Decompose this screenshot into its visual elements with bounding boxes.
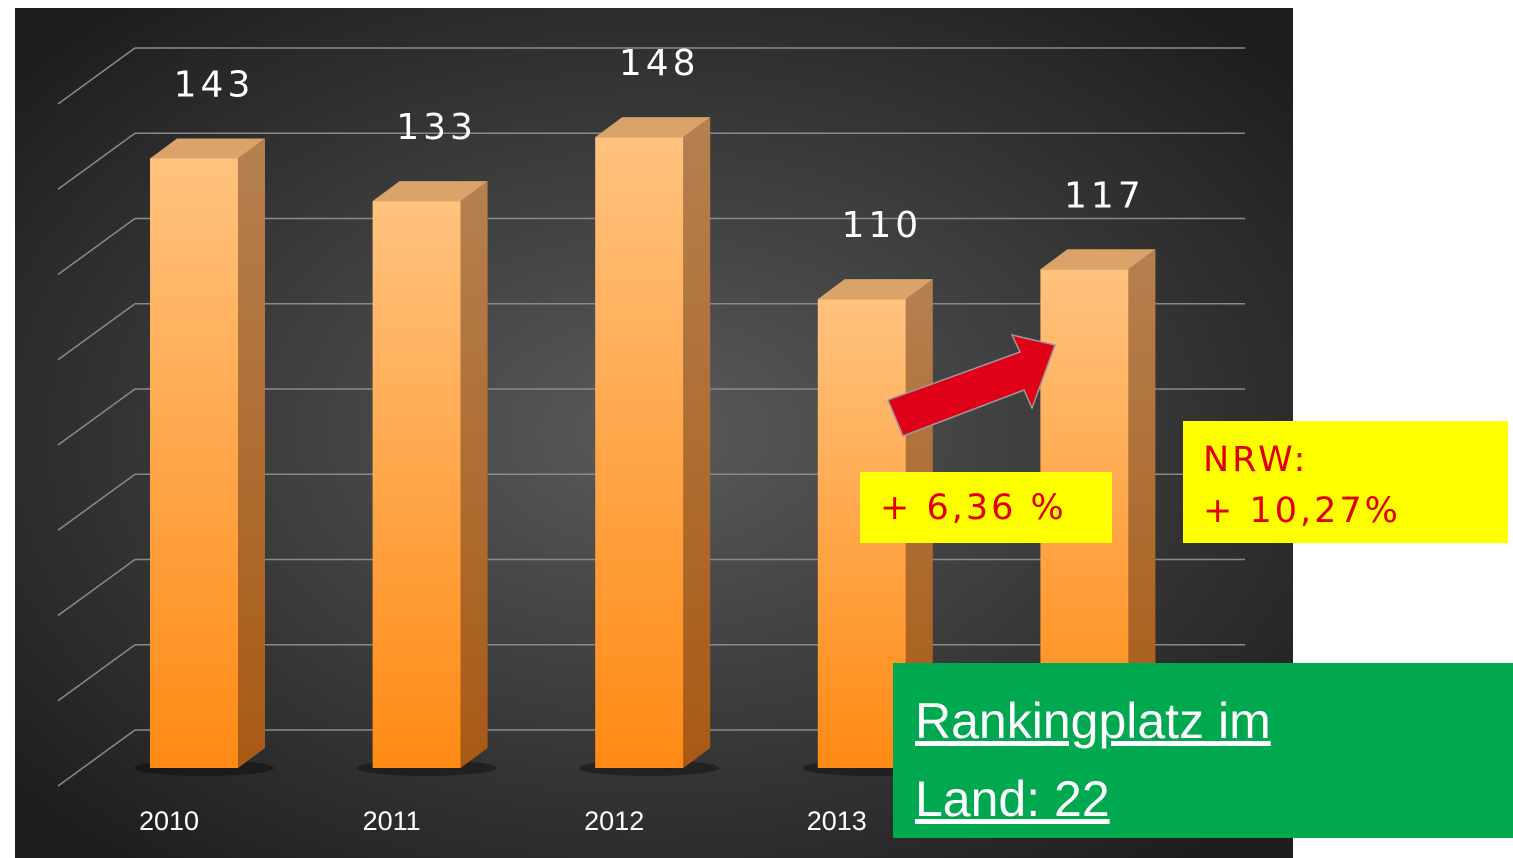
- bar-top: [595, 117, 711, 138]
- nrw-label: NRW:: [1203, 440, 1309, 480]
- arrow: [887, 333, 1056, 437]
- grid-diagonal: [57, 644, 136, 702]
- x-tick-label: 2012: [584, 806, 644, 836]
- bar-front: [595, 137, 684, 768]
- value-label: 110: [841, 205, 922, 246]
- change-box: + 6,36 %: [860, 472, 1112, 543]
- change-label: + 6,36 %: [880, 488, 1067, 528]
- value-label: 133: [396, 107, 477, 148]
- bar-top: [150, 138, 265, 159]
- value-label: 117: [1064, 175, 1145, 216]
- bar-side: [683, 117, 711, 768]
- nrw-box: NRW: + 10,27%: [1183, 421, 1508, 543]
- bar-side: [238, 138, 265, 768]
- bar-front: [150, 158, 238, 768]
- value-label: 148: [619, 43, 700, 84]
- bar-side: [460, 181, 488, 768]
- bar-front: [372, 201, 461, 768]
- value-label: 143: [174, 64, 255, 105]
- grid-diagonal: [57, 388, 136, 446]
- grid-diagonal: [57, 47, 136, 105]
- nrw-change: + 10,27%: [1203, 490, 1401, 531]
- x-tick-label: 2010: [139, 806, 199, 836]
- bar-top: [1040, 249, 1156, 270]
- ranking-box: Rankingplatz im Land: 22: [893, 663, 1513, 838]
- grid-diagonal: [57, 132, 136, 190]
- grid-diagonal: [57, 473, 136, 531]
- grid-diagonal: [57, 729, 136, 787]
- ranking-label: Rankingplatz im Land: 22: [915, 693, 1271, 827]
- bar: [134, 138, 274, 776]
- bar-top: [372, 181, 488, 202]
- bar-top: [817, 279, 933, 300]
- bar: [579, 117, 720, 776]
- bar: [356, 181, 497, 776]
- x-tick-label: 2013: [807, 806, 867, 836]
- grid-diagonal: [57, 303, 136, 361]
- bar-side: [1128, 249, 1156, 769]
- x-tick-label: 2011: [363, 806, 421, 836]
- grid-diagonal: [57, 217, 136, 276]
- grid-diagonal: [57, 558, 136, 617]
